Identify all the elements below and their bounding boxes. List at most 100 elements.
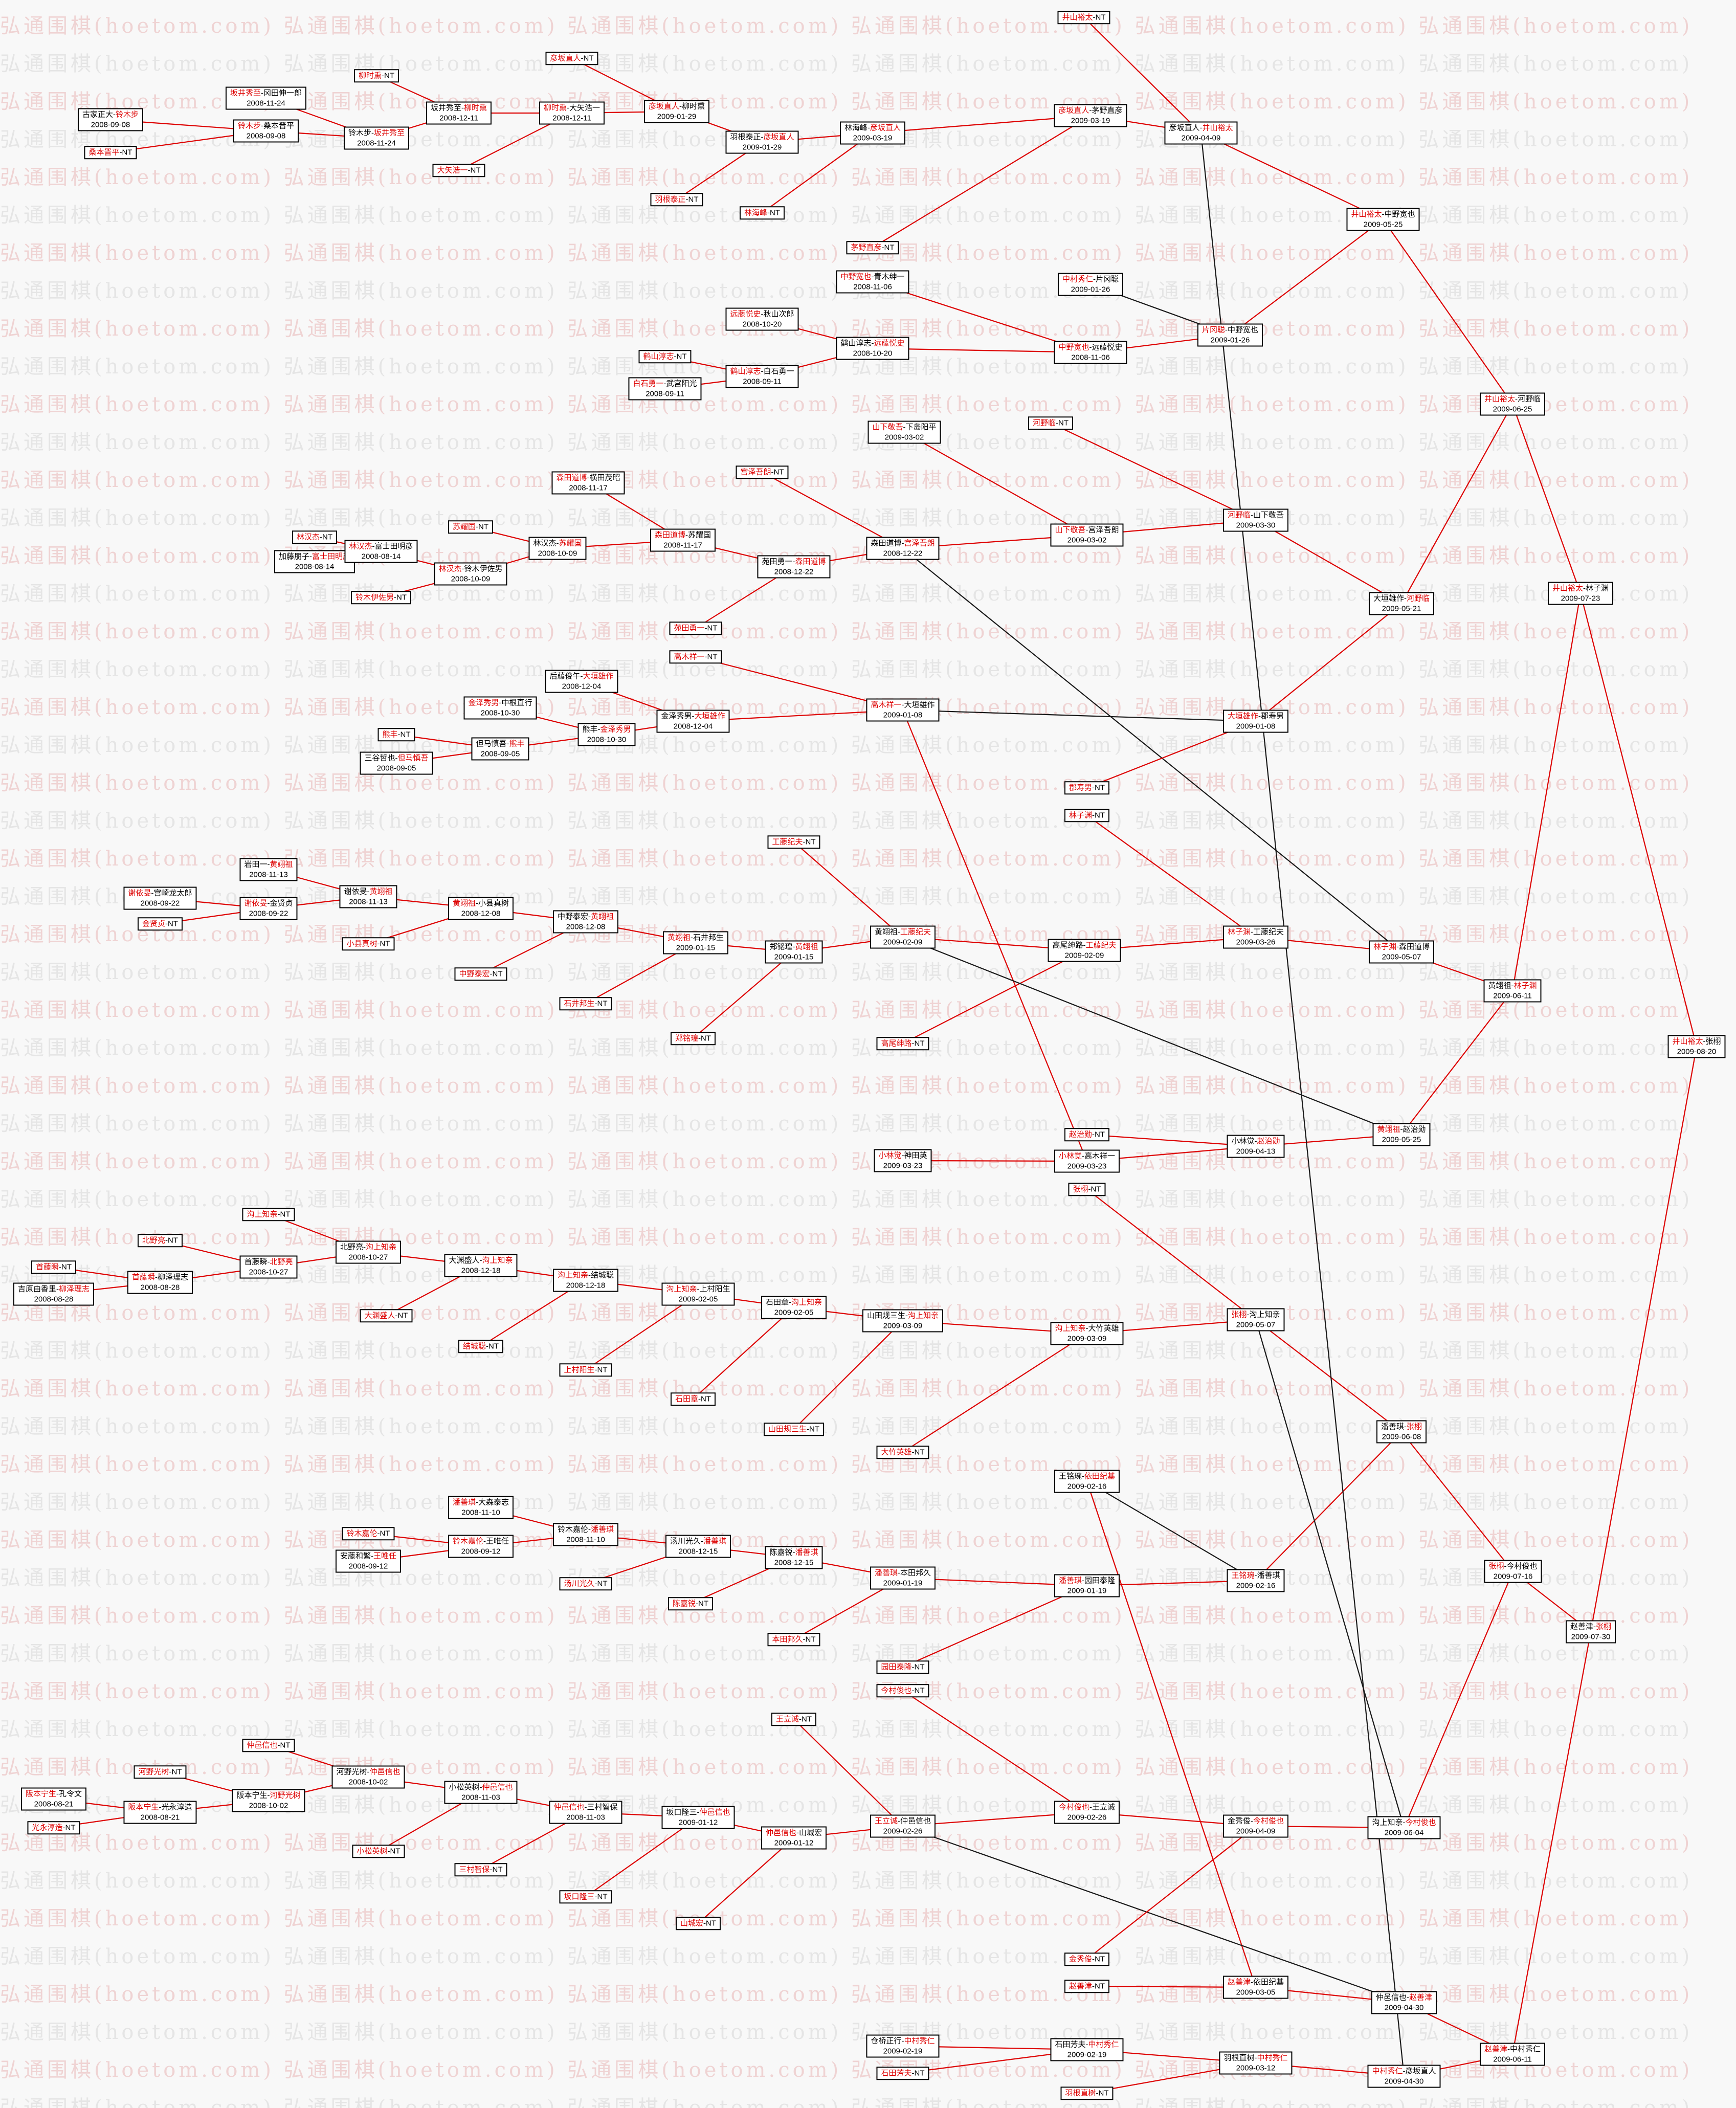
match-date: 2009-01-19 <box>1067 1586 1107 1595</box>
bracket-edge <box>1401 1431 1514 1572</box>
match-box: 金秀俊-NT <box>1064 1952 1110 1966</box>
player-1: 仲邑信也 <box>765 1828 796 1837</box>
bracket-edge <box>1200 132 1405 2077</box>
match-players: 小松英树-NT <box>357 1846 400 1856</box>
match-date: 2008-10-27 <box>249 1268 288 1276</box>
match-players: 大渊盛人-沟上知亲 <box>449 1256 513 1266</box>
match-date: 2008-10-02 <box>348 1778 388 1786</box>
separator: - <box>901 539 904 548</box>
match-box: 坂井秀至-柳时熏 2008-12-11 <box>426 101 492 125</box>
match-players: 郑铭瑝-黄翊祖 <box>769 942 818 952</box>
match-players: 森田道博-横田茂昭 <box>556 473 620 483</box>
player-1: 安藤和繁 <box>340 1551 371 1561</box>
separator: - <box>1583 584 1586 593</box>
match-players: 首藤瞬-NT <box>36 1262 72 1272</box>
separator: - <box>898 927 900 937</box>
match-box: 羽根直树-NT <box>1060 2087 1114 2100</box>
separator: - <box>594 1892 597 1901</box>
player-1: 阪本宁生 <box>128 1803 159 1812</box>
match-box: 阪本宁生-河野光树 2008-10-02 <box>232 1789 305 1812</box>
match-box: 阪本宁生-孔令文 2008-08-21 <box>20 1787 87 1811</box>
match-players: 阪本宁生-河野光树 <box>236 1791 300 1801</box>
player-2: 潘善琪 <box>795 1548 818 1557</box>
match-box: 汤川光久-NT <box>559 1577 612 1590</box>
player-1: 后藤俊午 <box>549 672 581 681</box>
player-2: NT <box>280 1210 291 1219</box>
match-box: 今村俊也-NT <box>876 1684 929 1697</box>
separator: - <box>911 2069 915 2078</box>
player-1: 黄翊祖 <box>667 933 691 942</box>
player-2: 铃木伊佐男 <box>464 564 503 573</box>
player-1: 古家正大 <box>82 110 113 119</box>
player-2: 黄翊祖 <box>591 912 614 921</box>
match-players: 井山裕太-中野宽也 <box>1351 210 1415 220</box>
match-date: 2008-08-21 <box>34 1800 74 1808</box>
player-1: 郡寿男 <box>1069 783 1093 792</box>
match-box: 石田芳夫-NT <box>876 2067 929 2080</box>
match-players: 光永淳造-NT <box>32 1823 75 1833</box>
player-2: 沟上知亲 <box>791 1298 822 1307</box>
separator: - <box>792 1548 795 1557</box>
separator: - <box>905 1311 908 1320</box>
match-players: 金秀俊-今村俊也 <box>1228 1816 1284 1827</box>
match-box: 白石勇一-武宫阳光 2008-09-11 <box>628 377 702 401</box>
player-2: NT <box>706 1919 717 1928</box>
player-1: 首藤瞬 <box>244 1257 268 1267</box>
player-1: 张栩 <box>1231 1310 1247 1319</box>
player-2: 小县真树 <box>478 899 509 908</box>
separator: - <box>267 1791 270 1800</box>
match-players: 谢依旻-金贤贞 <box>244 899 293 909</box>
player-1: 林海峰 <box>744 208 768 217</box>
match-date: 2009-05-25 <box>1382 1135 1421 1144</box>
separator: - <box>580 672 583 681</box>
match-players: 小松英树-仲邑信也 <box>449 1783 513 1793</box>
match-box: 石田章-NT <box>670 1392 716 1406</box>
match-players: 大竹英雄-NT <box>881 1447 924 1457</box>
player-1: 林海峰 <box>844 123 867 132</box>
player-2: 上村阳生 <box>699 1284 730 1294</box>
player-2: NT <box>122 148 132 157</box>
match-date: 2008-12-04 <box>673 722 713 730</box>
match-players: 高尾绅路-NT <box>881 1038 924 1049</box>
player-1: 河野临 <box>1227 511 1251 520</box>
separator: - <box>320 532 323 542</box>
match-box: 中野宽也-远藤悦史 2008-11-06 <box>1054 341 1127 364</box>
player-2: NT <box>597 1365 608 1374</box>
match-box: 小林觉-神田英 2009-03-23 <box>874 1149 932 1172</box>
match-players: 鹤山淳志-远藤悦史 <box>840 339 904 349</box>
match-date: 2008-10-20 <box>853 349 893 358</box>
match-box: 阪本宁生-光永淳造 2008-08-21 <box>123 1801 197 1824</box>
player-2: 金泽秀男 <box>600 725 631 734</box>
match-box: 仲邑信也-赵善津 2009-04-30 <box>1371 1991 1437 2014</box>
separator: - <box>1515 394 1518 404</box>
match-date: 2009-07-30 <box>1571 1632 1611 1641</box>
separator: - <box>267 899 270 908</box>
player-2: 沟上知亲 <box>482 1256 513 1265</box>
match-box: 小松英树-仲邑信也 2008-11-03 <box>444 1781 518 1804</box>
match-date: 2009-04-30 <box>1384 2077 1424 2085</box>
match-box: 潘善琪-园田泰隆 2009-01-19 <box>1054 1574 1120 1597</box>
player-2: NT <box>470 166 481 175</box>
match-players: 羽根泰正-彦坂直人 <box>730 132 794 143</box>
match-players: 井山裕太-河野临 <box>1484 394 1541 405</box>
player-2: 赵治勋 <box>1257 1137 1280 1146</box>
player-1: 工藤纪夫 <box>772 837 803 847</box>
bracket-edge <box>793 841 903 938</box>
separator: - <box>697 1284 700 1294</box>
separator: - <box>277 1210 280 1219</box>
match-players: 王铭琬-潘善琪 <box>1231 1571 1280 1581</box>
separator: - <box>1092 1130 1095 1139</box>
player-1: 沟上知亲 <box>1055 1324 1086 1333</box>
player-2: 今村俊也 <box>1506 1562 1538 1571</box>
separator: - <box>901 2036 904 2046</box>
player-1: 王铭琬 <box>1058 1472 1082 1481</box>
match-players: 石田芳夫-NT <box>881 2068 924 2078</box>
match-players: 张栩-NT <box>1073 1184 1101 1194</box>
player-2: NT <box>1095 1130 1105 1139</box>
match-box: 河野光树-NT <box>133 1765 187 1779</box>
match-box: 高尾绅路-NT <box>876 1037 929 1050</box>
player-2: 富士田明彦 <box>374 542 413 551</box>
separator: - <box>556 539 559 548</box>
player-2: 北野亮 <box>270 1257 293 1267</box>
player-2: 大森泰志 <box>478 1498 509 1507</box>
